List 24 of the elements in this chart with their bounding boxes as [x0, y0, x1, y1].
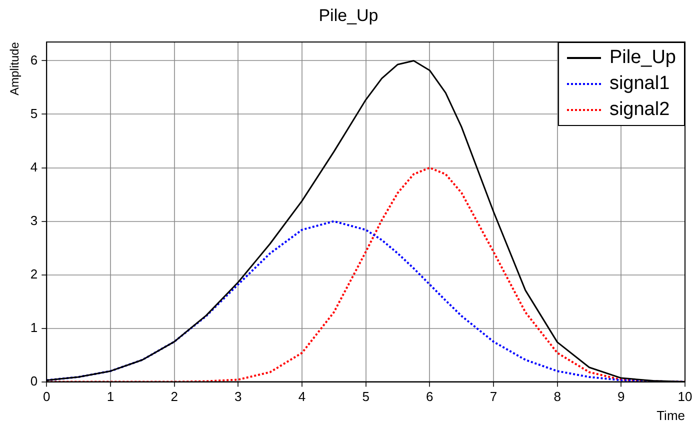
x-axis-title: Time	[656, 408, 685, 423]
x-tick-label: 9	[618, 389, 625, 404]
legend-label: signal2	[609, 99, 670, 121]
legend-label: Pile_Up	[609, 47, 676, 69]
x-tick-label: 4	[298, 389, 306, 404]
x-tick-label: 3	[234, 389, 242, 404]
y-axis-title: Amplitude	[8, 42, 22, 96]
y-tick-label: 1	[30, 320, 38, 335]
x-tick-label: 1	[106, 389, 114, 404]
x-tick-label: 6	[426, 389, 434, 404]
y-tick-label: 3	[30, 212, 38, 228]
x-tick-label: 2	[170, 389, 178, 404]
x-tick-label: 10	[678, 389, 692, 404]
x-tick-label: 5	[362, 389, 370, 404]
chart-title: Pile_Up	[318, 6, 380, 26]
x-tick-label: 0	[43, 389, 50, 404]
y-tick-label: 5	[30, 106, 38, 121]
y-tick-label: 6	[30, 52, 38, 68]
x-tick-label: 7	[490, 389, 498, 404]
x-tick-label: 8	[554, 389, 561, 404]
y-tick-label: 2	[30, 266, 38, 282]
legend-label: signal1	[609, 73, 670, 95]
y-tick-label: 4	[30, 159, 38, 174]
y-tick-label: 0	[30, 373, 38, 388]
